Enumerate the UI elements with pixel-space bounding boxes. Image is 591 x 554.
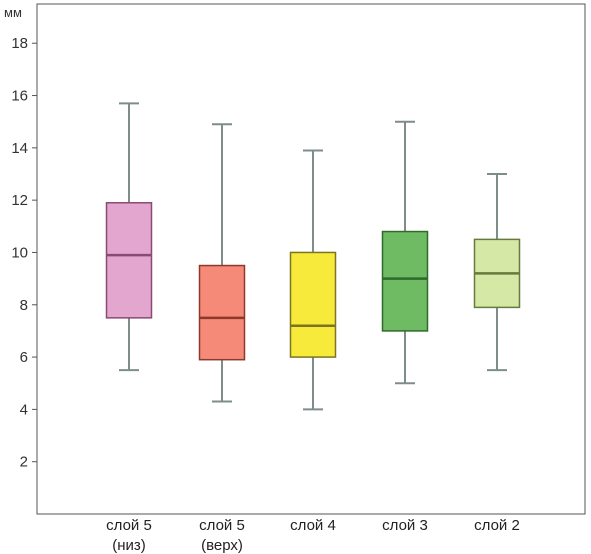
y-tick-label: 2 xyxy=(20,454,28,471)
box-group xyxy=(198,123,246,403)
category-label: слой 5 xyxy=(106,517,152,534)
plot-frame xyxy=(36,3,586,515)
y-tick-label: 10 xyxy=(11,244,28,261)
category-label: слой 3 xyxy=(382,517,428,534)
box-group xyxy=(105,102,153,372)
y-tick-label: 16 xyxy=(11,88,28,105)
boxes xyxy=(105,102,521,411)
category-label: слой 2 xyxy=(474,517,520,534)
axes: 2 4 6 8 10 12 14 16 18 xyxy=(11,3,586,515)
unit-label: мм xyxy=(4,5,22,20)
box-group xyxy=(473,173,521,372)
y-tick-label: 18 xyxy=(11,35,28,52)
box-group xyxy=(381,120,429,385)
y-tick-label: 4 xyxy=(20,401,28,418)
category-sublabel: (верх) xyxy=(201,537,243,554)
category-label: слой 5 xyxy=(199,517,245,534)
y-tick-label: 14 xyxy=(11,140,28,157)
iqr-box xyxy=(289,251,337,358)
category-label: слой 4 xyxy=(290,517,336,534)
category-labels: слой 5 (низ) слой 5 (верх) слой 4 слой 3 слой … xyxy=(106,517,520,554)
y-tick-label: 6 xyxy=(20,349,28,366)
y-tick-label: 8 xyxy=(20,297,28,314)
box-group xyxy=(289,149,337,411)
iqr-box xyxy=(381,230,429,332)
iqr-box xyxy=(198,264,246,361)
category-sublabel: (низ) xyxy=(112,537,146,554)
y-tick-label: 12 xyxy=(11,192,28,209)
iqr-box xyxy=(105,202,153,319)
